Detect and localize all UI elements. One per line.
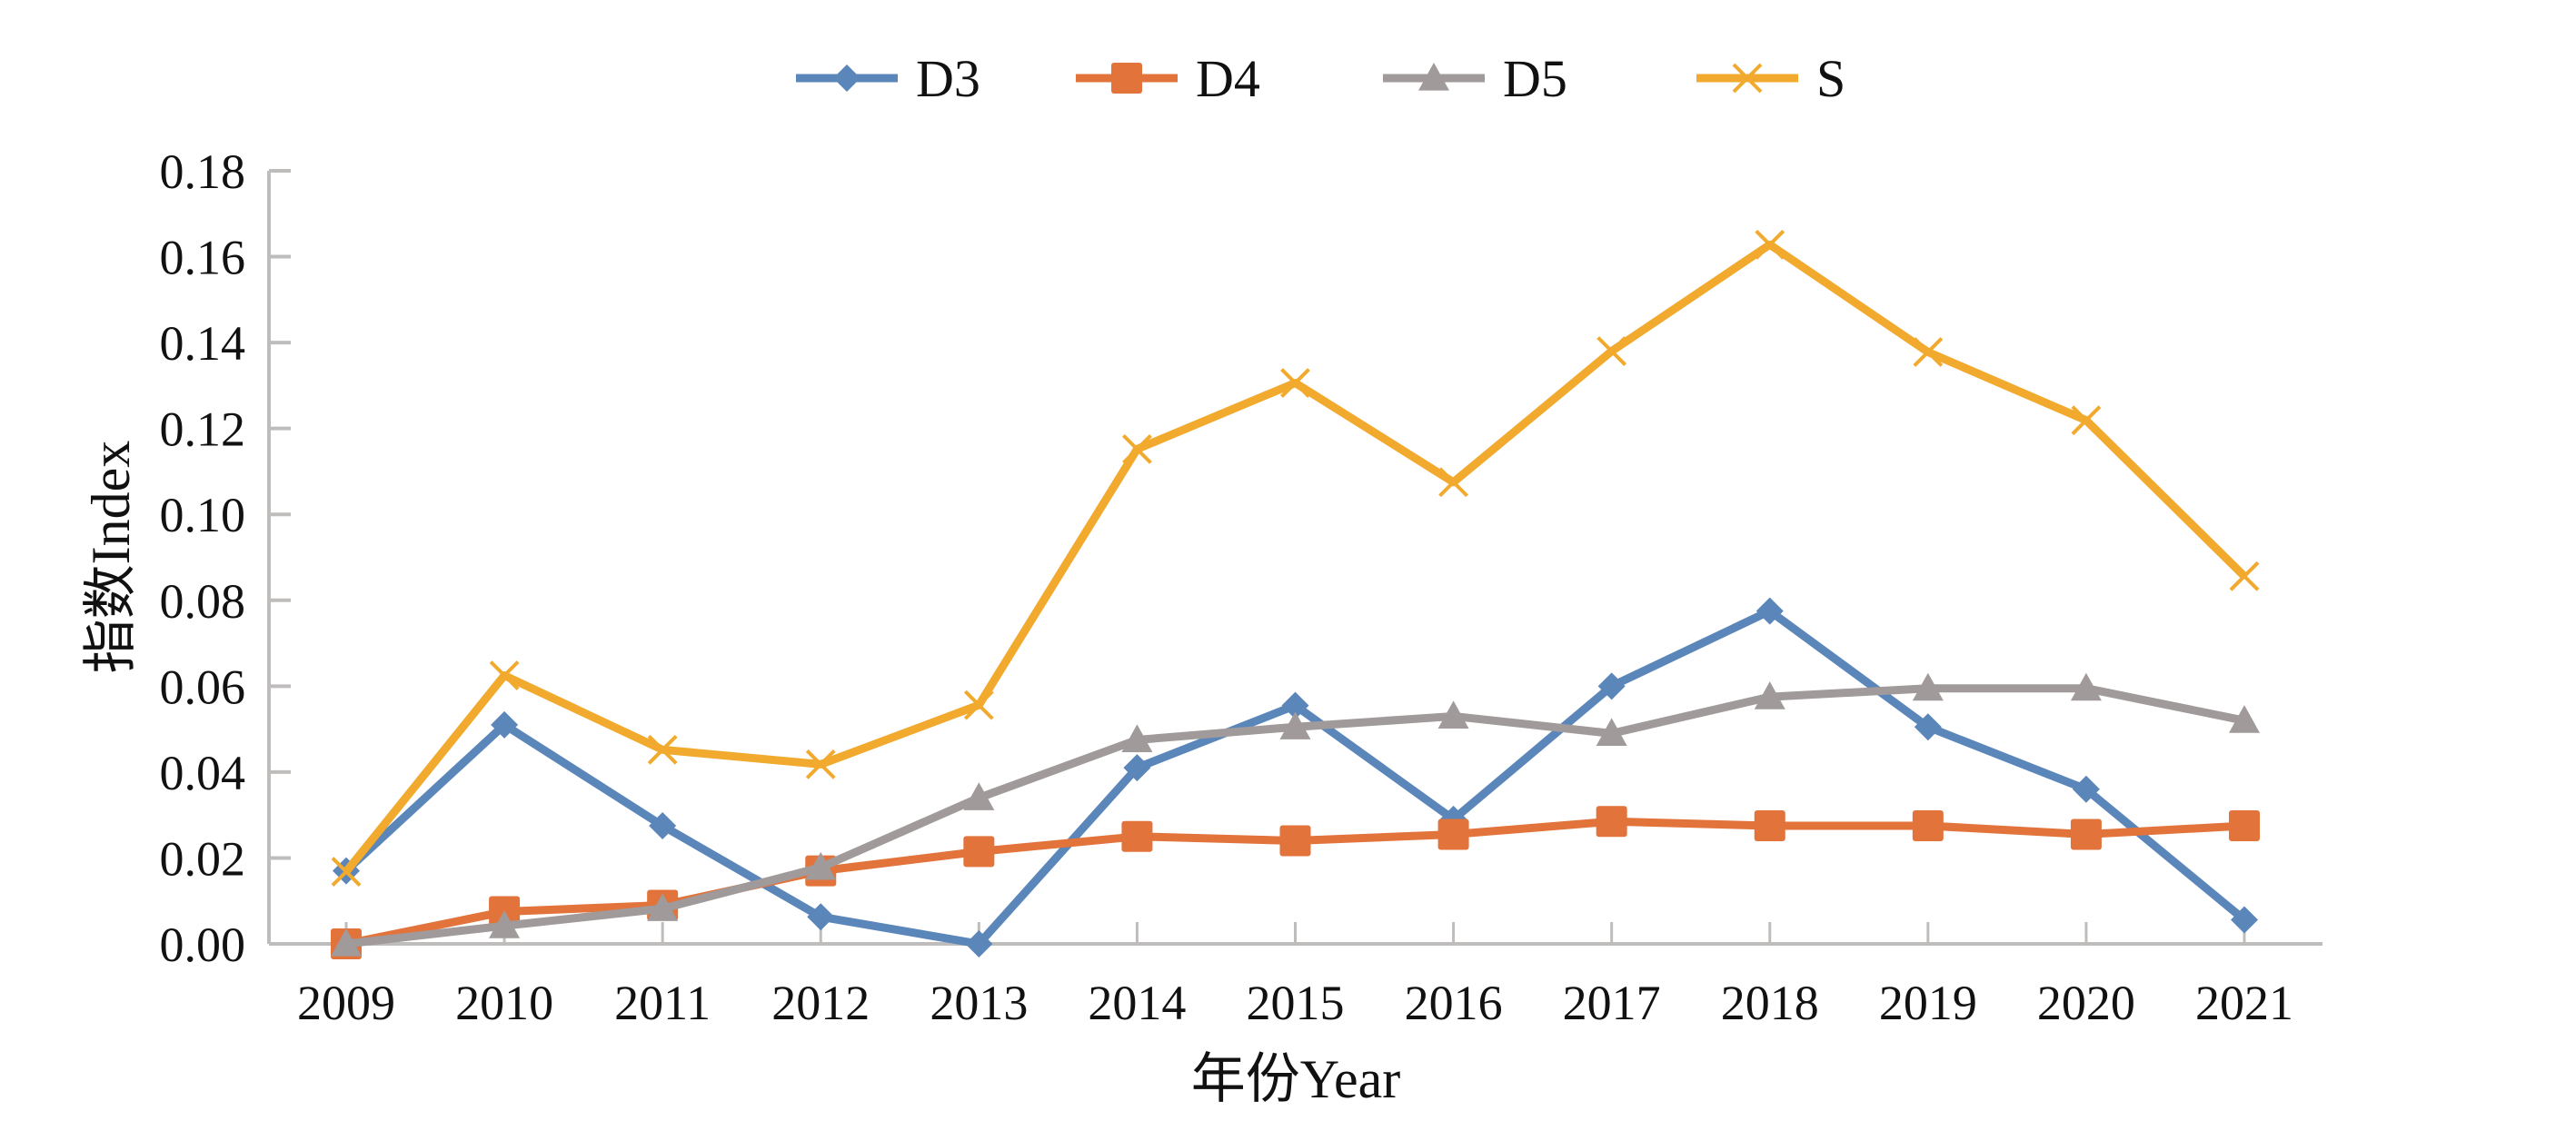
data-point-d5 [963, 782, 995, 810]
data-point-d3 [1914, 713, 1942, 741]
data-point-d3 [649, 811, 677, 839]
legend-item-s: S [1696, 49, 1845, 108]
data-point-s [331, 857, 362, 887]
y-tick-label: 0.00 [160, 918, 246, 972]
x-tick-label: 2015 [1247, 976, 1345, 1030]
data-point-d3 [807, 903, 835, 931]
x-tick-label: 2016 [1405, 976, 1503, 1030]
data-point-d4 [1912, 809, 1944, 841]
y-tick-label: 0.04 [160, 746, 246, 800]
data-point-s [1122, 433, 1152, 464]
series-group [331, 229, 2260, 959]
data-point-s [1438, 467, 1468, 498]
y-tick-label: 0.16 [160, 231, 246, 285]
data-point-d3 [965, 930, 993, 957]
legend-item-d3: D3 [796, 49, 980, 108]
data-point-d5 [1912, 672, 1944, 701]
y-tick-label: 0.10 [160, 488, 246, 542]
data-point-d3 [2072, 775, 2100, 803]
data-point-s [2071, 405, 2102, 436]
data-point-d4 [2070, 819, 2102, 850]
x-tick-label: 2011 [614, 976, 711, 1030]
x-axis-title: 年份Year [1191, 1049, 1401, 1109]
y-tick-label: 0.06 [160, 660, 246, 714]
data-point-s [805, 749, 836, 779]
data-point-d3 [1281, 691, 1309, 719]
x-tick-label: 2017 [1563, 976, 1661, 1030]
legend-marker-square-icon [1111, 63, 1142, 94]
legend-label: D4 [1196, 49, 1260, 108]
data-point-d4 [1437, 819, 1469, 850]
legend-marker-diamond-icon [833, 64, 860, 92]
data-point-s [2229, 561, 2260, 591]
data-point-s [489, 660, 520, 690]
legend-item-d5: D5 [1383, 49, 1567, 108]
data-point-d3 [1597, 672, 1626, 700]
x-tick-label: 2013 [930, 976, 1028, 1030]
legend-item-d4: D4 [1076, 49, 1260, 108]
data-point-d4 [1596, 806, 1627, 838]
x-tick-label: 2014 [1088, 976, 1186, 1030]
series-s [331, 229, 2260, 887]
legend-marker-triangle-icon [1418, 63, 1449, 91]
data-point-d3 [2231, 906, 2258, 934]
legend-label: D5 [1503, 49, 1567, 108]
series-d5 [331, 672, 2260, 957]
data-point-d5 [2229, 705, 2260, 733]
data-point-d5 [1596, 718, 1627, 746]
data-point-s [1755, 229, 1785, 260]
data-point-d4 [2229, 809, 2260, 841]
legend: D3 D4 D5 S [796, 49, 1845, 108]
data-point-s [1913, 337, 1944, 367]
y-tick-label: 0.12 [160, 402, 246, 457]
data-point-d5 [2070, 672, 2102, 701]
data-point-d5 [1279, 711, 1311, 739]
x-ticks: 2009 2010 2011 2012 2013 2014 2015 2016 2017 2018… [297, 922, 2293, 1030]
data-point-d5 [1437, 700, 1469, 729]
x-tick-label: 2009 [297, 976, 395, 1030]
data-point-d3 [491, 710, 519, 739]
x-tick-label: 2012 [771, 976, 870, 1030]
x-tick-label: 2010 [455, 976, 553, 1030]
data-point-d5 [647, 893, 679, 921]
data-point-d4 [963, 836, 995, 868]
x-tick-label: 2018 [1721, 976, 1819, 1030]
data-point-d5 [1121, 724, 1153, 753]
data-point-d3 [1123, 754, 1151, 782]
y-axis-title: 指数Index [81, 441, 141, 674]
data-point-d4 [1279, 825, 1311, 857]
data-point-d5 [331, 928, 362, 957]
data-point-s [1280, 368, 1310, 398]
data-point-d5 [1754, 681, 1785, 709]
data-point-s [1596, 336, 1627, 366]
y-tick-label: 0.14 [160, 316, 246, 371]
y-tick-label: 0.02 [160, 831, 246, 886]
data-point-s [647, 734, 678, 765]
data-point-s [963, 690, 994, 720]
y-ticks: 0.00 0.02 0.04 0.06 0.08 0.10 0.12 0.14 0.16 0.18 [160, 144, 291, 972]
legend-label: S [1816, 49, 1845, 108]
legend-marker-x-icon [1732, 63, 1763, 94]
series-line-s [343, 240, 2248, 875]
series-line-d3 [343, 607, 2247, 948]
y-tick-label: 0.08 [160, 574, 246, 629]
data-point-d5 [805, 851, 837, 880]
x-tick-label: 2019 [1879, 976, 1977, 1030]
data-point-d4 [1754, 809, 1785, 841]
x-tick-label: 2020 [2037, 976, 2135, 1030]
data-point-d5 [489, 910, 521, 938]
legend-label: D3 [916, 49, 980, 108]
x-tick-label: 2021 [2195, 976, 2293, 1030]
data-point-d3 [1755, 597, 1784, 625]
data-point-d4 [1121, 820, 1153, 852]
y-tick-label: 0.18 [160, 144, 246, 199]
